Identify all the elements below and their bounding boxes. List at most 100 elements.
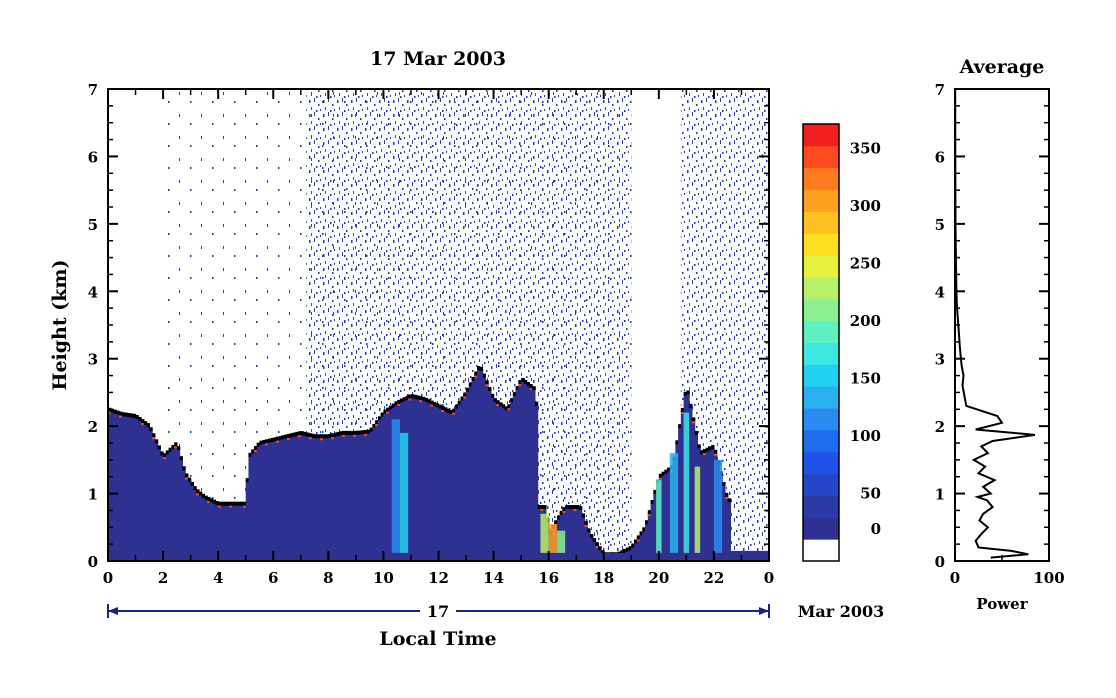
heatmap-boundary-ridge — [220, 501, 225, 506]
heatmap-echo-column — [466, 389, 470, 561]
colorbar-tick-labels: 0 50 100 150 200 250 300 350 — [850, 140, 881, 539]
main-x-tick-label: 4 — [213, 569, 223, 587]
heatmap-boundary-ridge — [149, 427, 153, 432]
heatmap-boundary-ridge — [581, 513, 586, 518]
heatmap-plume — [669, 453, 679, 561]
main-y-tick-label: 3 — [88, 351, 98, 369]
heatmap-boundary-ridge — [207, 496, 211, 501]
heatmap-boundary-ridge — [295, 431, 299, 436]
heatmap-echo-column — [135, 417, 139, 561]
heatmap-echo-column — [190, 483, 194, 561]
heatmap-echo-column — [201, 495, 205, 561]
heatmap-plume — [656, 480, 662, 561]
main-y-axis-label: Height (km) — [49, 260, 71, 391]
heatmap-echo-column — [350, 432, 354, 561]
heatmap-echo-column — [372, 425, 376, 561]
heatmap-boundary-ridge — [515, 386, 519, 391]
heatmap-boundary-ridge — [554, 520, 558, 525]
heatmap-boundary-ridge — [664, 469, 668, 474]
heatmap-ridge-highlight — [119, 415, 123, 418]
heatmap-echo-column — [306, 434, 310, 561]
heatmap-echo-column — [273, 439, 277, 561]
date-bar-day-label: 17 — [427, 602, 449, 621]
heatmap-echo-column — [361, 432, 365, 561]
main-x-tick-label: 6 — [268, 569, 278, 587]
heatmap-echo-column — [457, 402, 462, 561]
heatmap-echo-column — [215, 503, 219, 561]
colorbar-segment — [803, 364, 839, 387]
heatmap-echo-column — [526, 384, 530, 561]
heatmap-boundary-ridge — [276, 436, 280, 441]
heatmap-ridge-highlight — [680, 411, 685, 414]
heatmap-boundary-ridge — [270, 437, 274, 442]
heatmap-plume — [683, 412, 690, 561]
heatmap-boundary-ridge — [245, 478, 250, 483]
heatmap-boundary-ridge — [369, 427, 373, 432]
heatmap-ridge-highlight — [331, 437, 335, 440]
heatmap-boundary-ridge — [229, 501, 233, 506]
heatmap-echo-column — [565, 507, 569, 561]
heatmap-echo-column — [471, 378, 475, 561]
heatmap-ridge-highlight — [185, 477, 189, 480]
heatmap-echo-column — [724, 494, 729, 561]
heatmap-echo-column — [700, 452, 704, 561]
heatmap-boundary-ridge — [267, 438, 272, 443]
heatmap-boundary-ridge — [576, 505, 580, 510]
heatmap-ridge-highlight — [474, 375, 478, 378]
heatmap-echo-column — [223, 503, 228, 561]
heatmap-boundary-ridge — [410, 394, 415, 399]
heatmap-ridge-highlight — [540, 509, 544, 512]
colorbar-segment — [803, 211, 839, 234]
profile-y-tick-label: 3 — [935, 351, 945, 369]
heatmap-ridge-highlight — [375, 424, 379, 427]
heatmap-echo-column — [141, 421, 145, 561]
heatmap-boundary-ridge — [446, 408, 451, 413]
heatmap-boundary-ridge — [543, 505, 547, 510]
heatmap-boundary-ridge — [298, 431, 302, 436]
profile-y-tick-label: 5 — [935, 216, 945, 234]
heatmap-boundary-ridge — [488, 387, 492, 392]
heatmap-boundary-ridge — [642, 527, 646, 532]
heatmap-echo-column — [289, 435, 294, 561]
colorbar-frame — [802, 123, 840, 562]
heatmap-echo-column — [127, 415, 131, 561]
heatmap-echo-column — [325, 436, 329, 561]
heatmap-boundary-ridge — [675, 440, 679, 445]
heatmap-echo-column — [317, 436, 321, 561]
heatmap-echo-column — [309, 435, 313, 561]
heatmap-echo-column — [383, 411, 387, 561]
heatmap-echo-column — [207, 498, 211, 561]
heatmap-echo-column — [311, 435, 316, 561]
heatmap-boundary-ridge — [171, 445, 175, 450]
heatmap-boundary-ridge — [201, 493, 205, 498]
heatmap-boundary-ridge — [248, 452, 252, 457]
heatmap-boundary-ridge — [457, 400, 462, 405]
heatmap-ridge-highlight — [647, 514, 652, 517]
heatmap-echo-column — [187, 479, 192, 561]
profile-chart-title: Average — [959, 56, 1045, 78]
colorbar-tick-label: 350 — [850, 140, 881, 158]
colorbar-segment — [803, 386, 839, 409]
heatmap-boundary-ridge — [333, 432, 338, 437]
date-bar: 17 — [107, 601, 770, 621]
heatmap-ridge-highlight — [691, 421, 696, 424]
heatmap-ridge-highlight — [562, 511, 566, 514]
heatmap-echo-column — [408, 396, 412, 561]
heatmap-boundary-ridge — [573, 505, 577, 510]
heatmap-echo-column — [421, 398, 426, 561]
heatmap-boundary-ridge — [196, 489, 200, 494]
heatmap-boundary-ridge — [146, 423, 150, 428]
heatmap-ridge-highlight — [496, 404, 500, 407]
heatmap-boundary-ridge — [496, 400, 500, 405]
heatmap-echo-column — [653, 491, 657, 561]
heatmap-boundary-ridge — [625, 547, 630, 552]
heatmap-echo-column — [336, 433, 340, 561]
heatmap-ridge-highlight — [713, 453, 718, 456]
heatmap-boundary-ridge — [328, 433, 332, 438]
heatmap-echo-column — [650, 502, 654, 561]
heatmap-boundary-ridge — [452, 408, 456, 413]
heatmap-boundary-ridge — [499, 402, 503, 407]
heatmap-boundary-ridge — [234, 501, 239, 506]
heatmap-boundary-ridge — [187, 477, 192, 482]
heatmap-echo-column — [576, 507, 580, 561]
